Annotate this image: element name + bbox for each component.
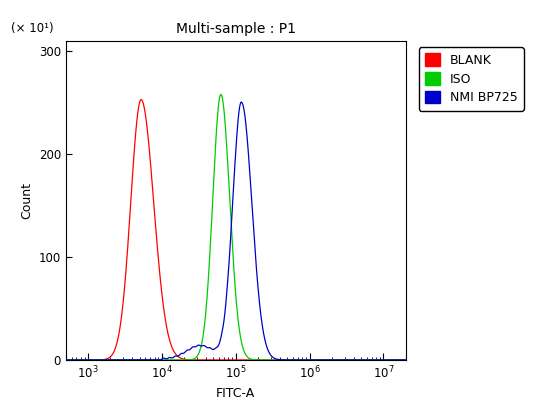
NMI BP725 (62, 357, 69, 362)
ISO (62, 357, 69, 362)
BLANK (208, 357, 214, 362)
NMI BP725 (238, 99, 245, 104)
NMI BP725 (396, 357, 402, 362)
BLANK (193, 357, 199, 362)
Line: BLANK: BLANK (66, 99, 406, 360)
Line: ISO: ISO (66, 94, 406, 360)
NMI BP725 (101, 357, 108, 362)
ISO (402, 357, 409, 362)
BLANK (122, 284, 128, 289)
BLANK (396, 357, 402, 362)
ISO (122, 357, 128, 362)
ISO (359, 357, 366, 362)
BLANK (359, 357, 366, 362)
ISO (208, 235, 214, 240)
Y-axis label: Count: Count (20, 182, 33, 219)
ISO (218, 92, 224, 97)
BLANK (138, 97, 144, 102)
X-axis label: FITC-A: FITC-A (216, 387, 255, 400)
NMI BP725 (193, 344, 199, 349)
Text: (× 10¹): (× 10¹) (12, 22, 54, 34)
BLANK (62, 357, 69, 362)
NMI BP725 (122, 357, 128, 362)
NMI BP725 (208, 346, 214, 351)
Legend: BLANK, ISO, NMI BP725: BLANK, ISO, NMI BP725 (419, 47, 524, 110)
Title: Multi-sample : P1: Multi-sample : P1 (176, 22, 295, 36)
ISO (101, 357, 108, 362)
BLANK (402, 357, 409, 362)
NMI BP725 (402, 357, 409, 362)
NMI BP725 (359, 357, 366, 362)
ISO (396, 357, 402, 362)
Line: NMI BP725: NMI BP725 (66, 102, 406, 360)
BLANK (101, 357, 108, 362)
ISO (193, 355, 199, 360)
